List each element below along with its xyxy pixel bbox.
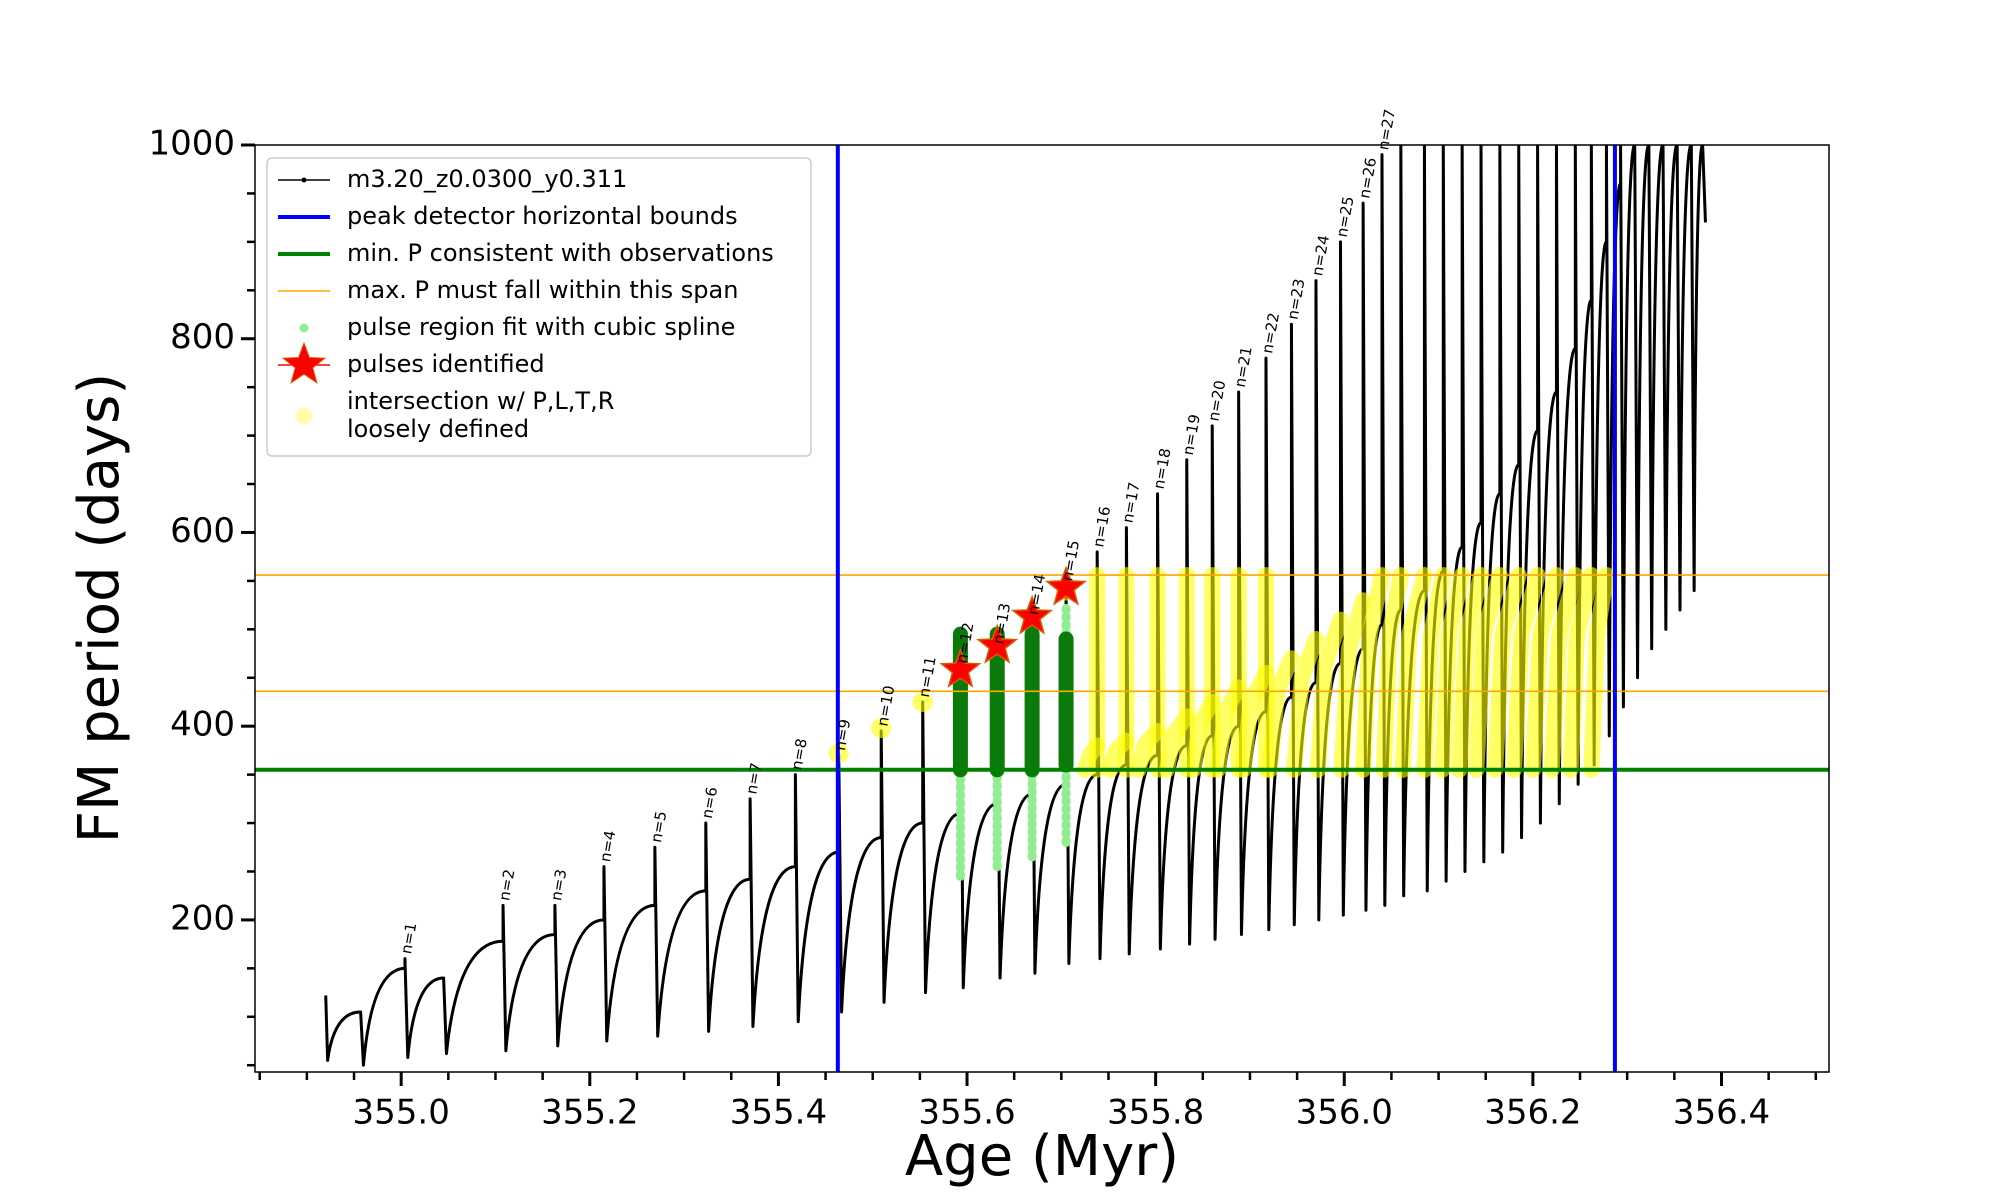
x-tick-label: 355.4 — [730, 1093, 827, 1133]
pulse-star — [1011, 594, 1054, 635]
intersection-point — [912, 691, 933, 712]
intersection-band — [1583, 567, 1615, 778]
pulse-label: n=7 — [742, 761, 765, 795]
y-tick-label: 200 — [170, 898, 235, 938]
x-tick-label: 355.8 — [1107, 1093, 1204, 1133]
pulse-label: n=18 — [1150, 447, 1175, 491]
pulse-star — [1044, 565, 1088, 606]
pulse-label: n=23 — [1284, 277, 1309, 321]
intersection-band — [1333, 592, 1372, 778]
intersection-band — [1487, 567, 1527, 778]
pulse-label: n=16 — [1089, 505, 1114, 549]
y-tick-label: 400 — [170, 705, 235, 745]
pulse-label: n=20 — [1204, 379, 1229, 423]
intersection-band — [1434, 567, 1471, 778]
legend-marker — [296, 408, 312, 424]
intersection-band — [1562, 567, 1600, 778]
x-axis-label: Age (Myr) — [905, 1124, 1179, 1189]
plot-frame — [254, 144, 1830, 1073]
intersection-band — [1286, 631, 1324, 778]
legend-label: peak detector horizontal bounds — [347, 202, 738, 230]
legend-label: pulses identified — [347, 350, 545, 378]
pulse-label: n=1 — [397, 921, 420, 955]
legend-label: intersection w/ P,L,T,R loosely defined — [347, 387, 614, 443]
pulse-label: n=4 — [596, 829, 619, 863]
pulse-label: n=12 — [953, 621, 978, 665]
pulse-label: n=3 — [547, 868, 570, 902]
intersection-band — [1076, 737, 1106, 778]
intersection-band — [1235, 664, 1274, 778]
intersection-band — [1130, 723, 1166, 778]
legend-label: m3.20_z0.0300_y0.311 — [347, 165, 627, 193]
legend-label: max. P must fall within this span — [347, 276, 738, 304]
plot-area — [255, 145, 1829, 1072]
pulse-label: n=9 — [831, 718, 854, 752]
y-axis-label: FM period (days) — [67, 373, 132, 843]
intersection-band — [1158, 708, 1195, 778]
x-tick-label: 355.0 — [353, 1093, 450, 1133]
y-tick-label: 600 — [170, 511, 235, 551]
pulse-label: n=8 — [788, 737, 811, 771]
legend-marker — [301, 177, 307, 183]
intersection-band — [1394, 567, 1433, 778]
y-tick-label: 800 — [170, 317, 235, 357]
pulse-label: n=17 — [1119, 481, 1144, 525]
pulse-label: n=6 — [698, 785, 721, 819]
legend-box — [266, 157, 812, 457]
intersection-band — [1543, 567, 1584, 778]
intersection-band — [1102, 732, 1135, 778]
legend-marker — [281, 341, 327, 384]
pulse-label: n=21 — [1231, 345, 1256, 389]
x-tick-label: 356.2 — [1484, 1093, 1581, 1133]
legend-marker — [299, 323, 309, 333]
pulse-label: n=5 — [647, 810, 670, 844]
pulse-label: n=22 — [1258, 311, 1283, 355]
legend-label: pulse region fit with cubic spline — [347, 313, 735, 341]
intersection-band — [1355, 567, 1390, 778]
intersection-band — [1524, 567, 1565, 778]
intersection-band — [1506, 567, 1546, 778]
intersection-band — [1261, 650, 1300, 778]
pulse-label: n=25 — [1333, 195, 1358, 239]
intersection-band — [1468, 567, 1508, 778]
pulse-label: n=26 — [1355, 156, 1380, 200]
intersection-point — [871, 718, 892, 739]
legend-label: min. P consistent with observations — [347, 239, 774, 267]
pulse-star — [939, 647, 982, 688]
pulse-label: n=2 — [495, 868, 518, 902]
intersection-band — [1209, 679, 1247, 778]
intersection-band — [1185, 693, 1221, 778]
x-tick-label: 356.4 — [1673, 1093, 1770, 1133]
intersection-band — [1416, 567, 1452, 778]
pulse-star — [976, 623, 1019, 664]
x-tick-label: 355.2 — [541, 1093, 638, 1133]
intersection-band — [1375, 567, 1409, 778]
pulse-label: n=24 — [1308, 234, 1333, 278]
x-tick-label: 355.6 — [918, 1093, 1015, 1133]
x-tick-label: 356.0 — [1296, 1093, 1393, 1133]
pulse-label: n=19 — [1179, 413, 1204, 457]
intersection-band — [1309, 611, 1349, 778]
intersection-band — [1451, 567, 1489, 778]
y-tick-label: 1000 — [148, 124, 235, 164]
